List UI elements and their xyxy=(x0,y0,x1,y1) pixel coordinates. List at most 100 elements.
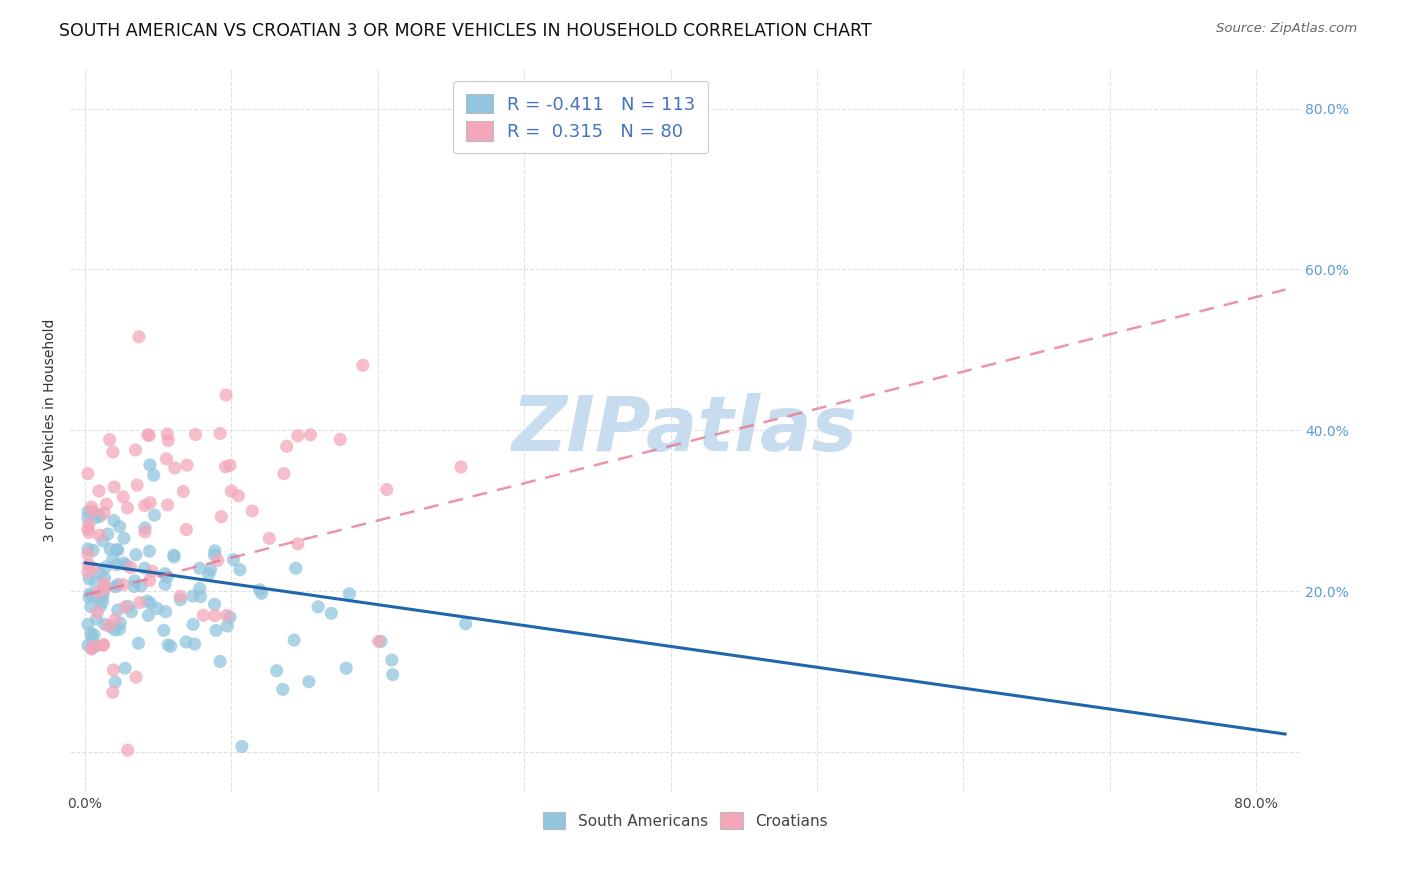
Point xyxy=(77,639,100,653)
Point xyxy=(217,619,239,633)
Point xyxy=(155,451,177,466)
Point xyxy=(381,653,404,667)
Point xyxy=(172,484,194,499)
Point xyxy=(138,544,160,558)
Point xyxy=(122,579,145,593)
Point xyxy=(335,661,357,675)
Point xyxy=(128,330,150,344)
Point xyxy=(77,558,100,572)
Point xyxy=(94,560,117,574)
Point xyxy=(98,433,121,447)
Point xyxy=(127,636,149,650)
Point xyxy=(249,582,271,597)
Point xyxy=(370,634,392,648)
Point xyxy=(169,589,191,603)
Point xyxy=(93,583,115,598)
Point xyxy=(276,439,298,453)
Point xyxy=(139,496,162,510)
Point xyxy=(188,561,211,575)
Point xyxy=(93,506,115,520)
Point xyxy=(181,589,204,603)
Point xyxy=(115,558,138,572)
Point xyxy=(219,610,242,624)
Point xyxy=(112,490,135,504)
Point xyxy=(204,548,226,562)
Point xyxy=(100,620,122,634)
Point xyxy=(89,509,111,524)
Point xyxy=(266,664,288,678)
Point xyxy=(108,519,131,533)
Point xyxy=(273,467,295,481)
Point xyxy=(93,617,115,632)
Point xyxy=(207,553,229,567)
Point xyxy=(163,549,186,564)
Point xyxy=(329,433,352,447)
Point xyxy=(87,508,110,522)
Point xyxy=(169,592,191,607)
Point xyxy=(80,631,103,645)
Point xyxy=(77,505,100,519)
Point xyxy=(231,739,253,754)
Point xyxy=(80,500,103,514)
Point xyxy=(110,615,132,630)
Point xyxy=(112,556,135,570)
Point xyxy=(107,577,129,591)
Point xyxy=(80,589,103,603)
Point xyxy=(222,553,245,567)
Point xyxy=(96,497,118,511)
Y-axis label: 3 or more Vehicles in Household: 3 or more Vehicles in Household xyxy=(44,318,58,542)
Point xyxy=(112,531,135,545)
Point xyxy=(105,542,128,557)
Point xyxy=(114,661,136,675)
Point xyxy=(77,517,100,532)
Point xyxy=(103,514,125,528)
Point xyxy=(337,587,360,601)
Point xyxy=(94,581,117,595)
Point xyxy=(128,595,150,609)
Point xyxy=(127,478,149,492)
Point xyxy=(104,580,127,594)
Point xyxy=(271,682,294,697)
Point xyxy=(214,459,236,474)
Point xyxy=(375,483,398,497)
Point xyxy=(77,617,100,632)
Point xyxy=(176,523,198,537)
Point xyxy=(152,624,174,638)
Point xyxy=(229,563,252,577)
Point xyxy=(114,599,136,614)
Point xyxy=(141,564,163,578)
Point xyxy=(104,623,127,637)
Point xyxy=(101,685,124,699)
Point xyxy=(84,639,107,653)
Point xyxy=(108,622,131,636)
Point xyxy=(77,522,100,536)
Point xyxy=(93,571,115,585)
Point xyxy=(82,504,104,518)
Point xyxy=(107,542,129,557)
Point xyxy=(139,458,162,472)
Point xyxy=(143,508,166,523)
Point xyxy=(155,605,177,619)
Point xyxy=(176,458,198,472)
Point xyxy=(287,537,309,551)
Point xyxy=(117,599,139,614)
Point xyxy=(98,542,121,557)
Point xyxy=(89,566,111,581)
Point xyxy=(153,566,176,581)
Point xyxy=(103,663,125,677)
Point xyxy=(134,499,156,513)
Point xyxy=(321,607,343,621)
Point xyxy=(93,638,115,652)
Point xyxy=(77,565,100,579)
Point xyxy=(101,551,124,566)
Point xyxy=(117,743,139,757)
Point xyxy=(450,459,472,474)
Point xyxy=(219,484,242,499)
Point xyxy=(91,533,114,548)
Point xyxy=(82,543,104,558)
Point xyxy=(188,582,211,596)
Point xyxy=(139,596,162,610)
Point xyxy=(103,480,125,494)
Point xyxy=(87,585,110,599)
Point xyxy=(367,634,389,648)
